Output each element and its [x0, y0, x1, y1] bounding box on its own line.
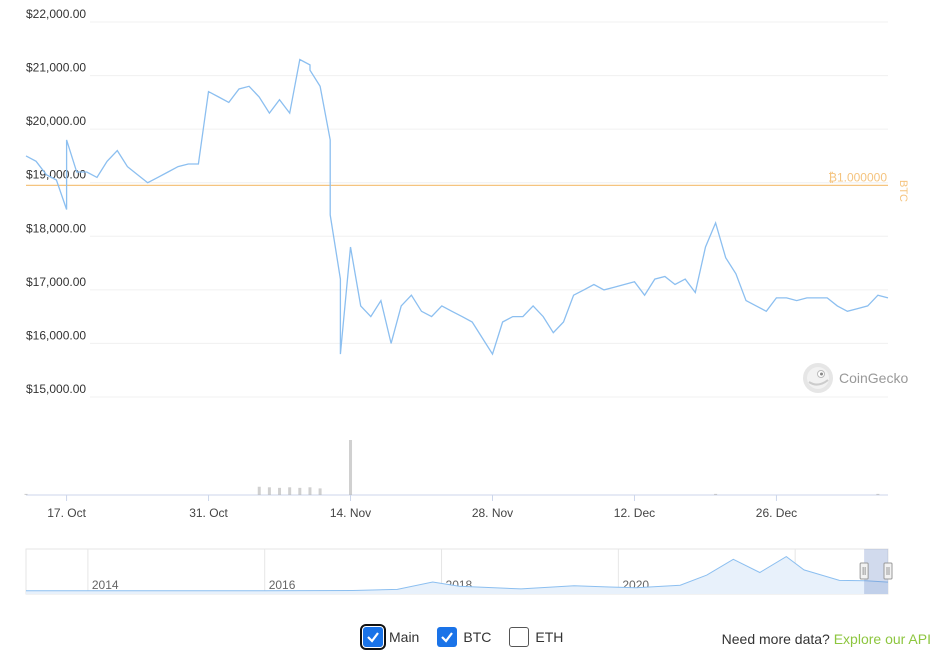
- y-axis: $22,000.00 $21,000.00 $20,000.00 $19,000.00…: [26, 7, 86, 396]
- btc-checkbox[interactable]: [437, 627, 458, 647]
- navigator-tick-label: 2014: [92, 578, 119, 592]
- volume-bar: [876, 493, 880, 495]
- volume-bar: [278, 487, 282, 495]
- volume-bar: [349, 440, 353, 495]
- legend-item-main[interactable]: Main: [360, 624, 420, 650]
- navigator-area: [26, 556, 888, 594]
- volume-bar: [714, 493, 718, 495]
- legend-item-btc[interactable]: BTC: [437, 627, 491, 647]
- x-tick-label: 31. Oct: [189, 506, 228, 520]
- series-legend: Main BTC ETH: [360, 624, 581, 650]
- y-tick-label: $20,000.00: [26, 114, 86, 128]
- x-axis: 17. Oct 31. Oct 14. Nov 28. Nov 12. Dec 26. D…: [47, 495, 797, 520]
- volume-bars: [24, 440, 888, 496]
- legend-label-eth: ETH: [535, 629, 564, 645]
- main-checkbox[interactable]: [360, 624, 386, 650]
- price-series: [25, 58, 889, 356]
- navigator-line: [26, 555, 889, 592]
- navigator-handle[interactable]: [883, 562, 893, 580]
- volume-bar: [298, 487, 302, 495]
- legend-label-btc: BTC: [463, 629, 492, 645]
- volume-bar: [257, 486, 261, 495]
- x-tick-label: 26. Dec: [756, 506, 797, 520]
- btc-ratio-line: ₿1.000000 BTC: [26, 170, 909, 202]
- navigator-selection[interactable]: [864, 549, 888, 594]
- checkmark-icon: [441, 632, 454, 643]
- checkmark-icon: [367, 632, 379, 643]
- volume-bar: [318, 488, 322, 495]
- navigator-tick-label: 2016: [269, 578, 296, 592]
- brand-label: CoinGecko: [839, 370, 909, 386]
- x-tick-label: 17. Oct: [47, 506, 86, 520]
- explore-api-link[interactable]: Explore our API: [833, 631, 931, 647]
- gecko-logo-icon: [803, 363, 833, 393]
- navigator[interactable]: 20142016201820202022: [25, 548, 893, 595]
- price-line: [25, 58, 889, 356]
- y-tick-label: $16,000.00: [26, 328, 86, 342]
- y-tick-label: $15,000.00: [26, 382, 86, 396]
- x-tick-label: 28. Nov: [472, 506, 513, 520]
- y-tick-label: $21,000.00: [26, 61, 86, 75]
- legend-item-eth[interactable]: ETH: [509, 627, 563, 647]
- navigator-handle[interactable]: [859, 562, 869, 580]
- coingecko-watermark: CoinGecko: [802, 362, 908, 394]
- btc-ratio-value: ₿1.000000: [828, 170, 887, 184]
- volume-bar: [24, 493, 28, 495]
- y-tick-label: $18,000.00: [26, 221, 86, 235]
- btc-axis-label: BTC: [897, 180, 909, 202]
- y-tick-label: $22,000.00: [26, 7, 86, 21]
- grid-lines: [90, 21, 888, 398]
- x-tick-label: 12. Dec: [614, 506, 655, 520]
- api-promo: Need more data? Explore our API: [722, 631, 931, 647]
- volume-bar: [267, 487, 271, 495]
- volume-bar: [288, 487, 292, 495]
- y-tick-label: $19,000.00: [26, 168, 86, 182]
- y-tick-label: $17,000.00: [26, 275, 86, 289]
- api-prompt: Need more data?: [721, 631, 830, 647]
- legend-label-main: Main: [389, 629, 420, 645]
- volume-bar: [308, 487, 312, 495]
- eth-checkbox[interactable]: [509, 627, 530, 647]
- x-tick-label: 14. Nov: [330, 506, 371, 520]
